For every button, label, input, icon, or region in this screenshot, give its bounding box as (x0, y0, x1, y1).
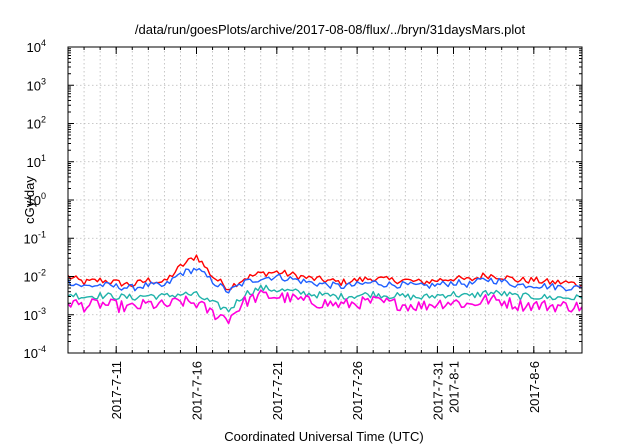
x-tick-label: 2017-7-16 (190, 361, 205, 420)
x-axis-ticks: 2017-7-11 2017-7-16 2017-7-21 2017-7-26 2017… (67, 47, 583, 420)
y-tick-exponent: 0 (41, 191, 46, 201)
y-tick-exponent: 4 (41, 38, 46, 48)
y-tick-label: 10-3 (24, 306, 46, 323)
y-tick-label: 100 (27, 191, 46, 208)
y-tick-label: 10-2 (24, 268, 46, 285)
y-tick-exponent: 3 (41, 76, 46, 86)
y-tick-base: 10 (24, 308, 38, 323)
y-tick-exponent: -3 (38, 306, 46, 316)
x-tick-label: 2017-7-31 (430, 361, 445, 420)
y-tick-base: 10 (27, 193, 41, 208)
y-tick-exponent: -1 (38, 229, 46, 239)
y-tick-label: 101 (27, 153, 46, 170)
x-tick-label: 2017-7-11 (109, 361, 124, 419)
y-tick-base: 10 (27, 40, 41, 55)
x-tick-label: 2017-8-6 (527, 361, 542, 413)
x-tick-label: 2017-7-21 (270, 361, 285, 420)
series-line-3 (67, 284, 583, 313)
y-tick-label: 102 (27, 115, 46, 132)
y-tick-base: 10 (24, 231, 38, 246)
y-tick-exponent: 1 (41, 153, 46, 163)
x-tick-label: 2017-7-26 (350, 361, 365, 420)
y-tick-base: 10 (27, 155, 41, 170)
y-tick-label: 104 (27, 38, 46, 55)
chart-title: /data/run/goesPlots/archive/2017-08-08/f… (135, 22, 526, 37)
y-tick-exponent: -2 (38, 268, 46, 278)
y-tick-base: 10 (24, 270, 38, 285)
x-tick-label: 2017-8-1 (447, 361, 462, 413)
y-tick-label: 103 (27, 76, 46, 93)
y-tick-exponent: 2 (41, 115, 46, 125)
y-axis-label: cGy/day (22, 176, 37, 224)
series-line-2 (67, 267, 583, 294)
y-tick-base: 10 (27, 117, 41, 132)
grid-lines (68, 47, 582, 353)
y-tick-base: 10 (24, 346, 38, 361)
data-series (67, 254, 583, 325)
series-line-4 (67, 289, 583, 325)
y-tick-label: 10-4 (24, 344, 46, 361)
y-tick-base: 10 (27, 78, 41, 93)
y-tick-exponent: -4 (38, 344, 46, 354)
x-axis-label: Coordinated Universal Time (UTC) (224, 429, 423, 444)
y-tick-label: 10-1 (24, 229, 46, 246)
